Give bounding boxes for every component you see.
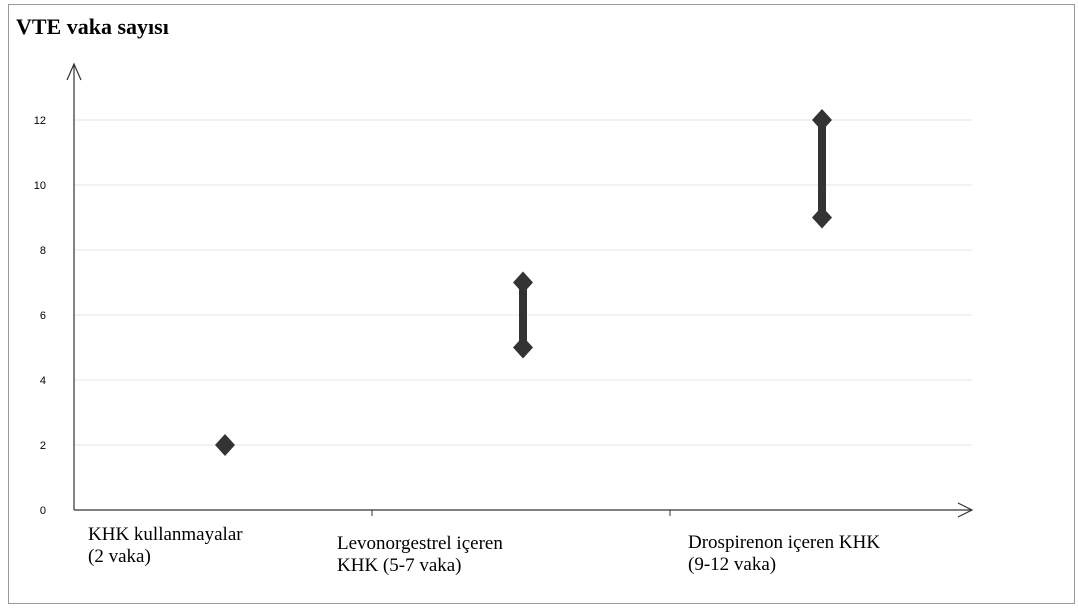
- y-axis-arrow: [66, 62, 82, 81]
- range-high-marker-3: [812, 109, 832, 131]
- category-label-2-line2: KHK (5-7 vaka): [337, 555, 462, 576]
- category-label-3-line1: Drospirenon içeren KHK: [688, 532, 881, 553]
- y-tick-label-12: 12: [34, 115, 46, 127]
- range-low-marker-2: [513, 336, 533, 359]
- y-tick-label-8: 8: [40, 245, 46, 257]
- chart-title: VTE vaka sayısı: [16, 14, 169, 39]
- chart-frame: [8, 4, 1075, 604]
- y-tick-labels: 0 2 4 6 8 10 12: [34, 115, 46, 517]
- category-label-2: Levonorgestrel içeren KHK (5-7 vaka): [337, 533, 503, 577]
- y-tick-label-4: 4: [40, 375, 46, 387]
- category-label-2-line1: Levonorgestrel içeren: [337, 533, 503, 554]
- y-tick-label-6: 6: [40, 310, 46, 322]
- point-marker-1: [215, 434, 235, 456]
- range-low-marker-3: [812, 206, 832, 229]
- category-label-1-line2: (2 vaka): [88, 546, 151, 567]
- axes: [66, 62, 974, 518]
- y-tick-label-10: 10: [34, 180, 46, 192]
- range-high-marker-2: [513, 271, 533, 294]
- category-label-3-line2: (9-12 vaka): [688, 554, 777, 575]
- y-tick-label-0: 0: [40, 505, 46, 517]
- y-tick-label-2: 2: [40, 440, 46, 452]
- category-label-1: KHK kullanmayalar (2 vaka): [88, 524, 243, 568]
- category-label-1-line1: KHK kullanmayalar: [88, 524, 243, 545]
- data-marks: [215, 109, 832, 456]
- x-axis-arrow: [957, 502, 974, 518]
- category-label-3: Drospirenon içeren KHK (9-12 vaka): [688, 532, 880, 576]
